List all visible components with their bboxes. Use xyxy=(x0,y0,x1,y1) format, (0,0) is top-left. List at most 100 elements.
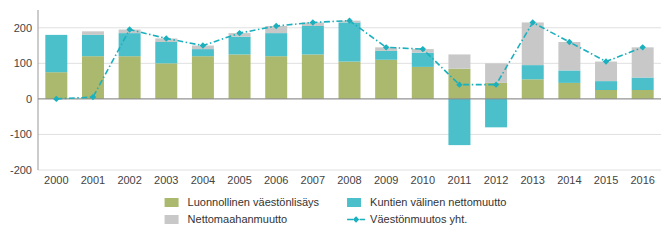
grid-line xyxy=(38,170,661,171)
y-tick-label: 200 xyxy=(14,22,32,34)
bar xyxy=(45,35,67,72)
line-series xyxy=(53,17,646,102)
bar xyxy=(302,54,324,98)
line-marker xyxy=(163,35,169,41)
x-tick-label: 2004 xyxy=(191,174,215,186)
bar xyxy=(229,37,251,55)
bar xyxy=(632,90,654,99)
x-tick-label: 2007 xyxy=(301,174,325,186)
x-tick-label: 2001 xyxy=(81,174,105,186)
legend-label: Väestönmuutos yht. xyxy=(370,213,467,225)
x-tick-label: 2002 xyxy=(117,174,141,186)
legend-marker xyxy=(353,216,359,222)
bar xyxy=(522,65,544,79)
bar xyxy=(45,34,67,35)
bar xyxy=(522,22,544,65)
x-tick-label: 2015 xyxy=(594,174,618,186)
bar xyxy=(595,81,617,90)
legend-label: Kuntien välinen nettomuutto xyxy=(370,196,506,208)
chart-container: -200-10001002002000200120022003200420052… xyxy=(0,0,671,243)
x-tick-label: 2010 xyxy=(411,174,435,186)
line-marker xyxy=(273,23,279,29)
line-marker xyxy=(90,94,96,100)
zero-line xyxy=(38,98,661,99)
x-tick-label: 2016 xyxy=(630,174,654,186)
x-tick-label: 2008 xyxy=(337,174,361,186)
bar xyxy=(82,35,104,56)
line-marker xyxy=(346,17,352,23)
bar xyxy=(119,56,141,99)
line-marker xyxy=(639,44,645,50)
x-tick-label: 2009 xyxy=(374,174,398,186)
legend: Luonnollinen väestönlisäys Kuntien väline… xyxy=(165,196,507,225)
grid-line xyxy=(38,134,661,135)
bar xyxy=(302,26,324,54)
bar xyxy=(448,69,470,99)
bar xyxy=(265,56,287,99)
bar xyxy=(155,63,177,99)
line-marker xyxy=(200,42,206,48)
bar xyxy=(82,31,104,35)
bar xyxy=(265,33,287,56)
bar xyxy=(632,47,654,77)
bar xyxy=(155,42,177,63)
y-grid: -200 -100 0 100 200 xyxy=(10,22,661,176)
bar-series xyxy=(82,21,654,83)
line-marker xyxy=(126,26,132,32)
x-tick-label: 2006 xyxy=(264,174,288,186)
legend-item: Luonnollinen väestönlisäys xyxy=(165,196,320,208)
y-tick-label: -100 xyxy=(10,128,32,140)
x-tick-label: 2003 xyxy=(154,174,178,186)
bar xyxy=(412,67,434,99)
x-tick-label: 2012 xyxy=(484,174,508,186)
bar xyxy=(229,54,251,98)
line-marker xyxy=(530,19,536,25)
line-marker xyxy=(236,30,242,36)
bar xyxy=(82,56,104,99)
bar xyxy=(595,90,617,99)
line-marker xyxy=(53,96,59,102)
line-marker xyxy=(493,81,499,87)
line-marker xyxy=(566,39,572,45)
bar xyxy=(558,70,580,82)
bar xyxy=(339,22,361,61)
plot-area xyxy=(38,17,661,145)
y-axis-line xyxy=(38,10,39,170)
legend-label: Luonnollinen väestönlisäys xyxy=(188,196,320,208)
bar xyxy=(448,99,470,145)
legend-item: Kuntien välinen nettomuutto xyxy=(347,196,506,208)
line xyxy=(56,21,642,99)
x-tick-label: 2013 xyxy=(520,174,544,186)
grid-line xyxy=(38,98,661,99)
bar xyxy=(339,62,361,99)
legend-swatch xyxy=(165,198,179,207)
line-marker xyxy=(420,46,426,52)
bar xyxy=(192,56,214,99)
bar xyxy=(485,99,507,127)
bar xyxy=(522,79,544,99)
bar xyxy=(412,53,434,67)
line-marker xyxy=(603,58,609,64)
x-tick-label: 2011 xyxy=(448,174,472,186)
y-tick-label: 100 xyxy=(14,57,32,69)
x-axis: 2000 2001 2002 2003 2004 2005 2006 2007 2008 2009… xyxy=(44,174,655,186)
x-tick-label: 2000 xyxy=(44,174,68,186)
legend-label: Nettomaahanmuutto xyxy=(188,213,288,225)
bar xyxy=(192,49,214,56)
line-marker xyxy=(310,19,316,25)
bar xyxy=(375,51,397,60)
bar xyxy=(558,83,580,99)
line-marker xyxy=(456,81,462,87)
bar xyxy=(632,78,654,90)
bar xyxy=(448,54,470,68)
bar-series xyxy=(45,22,653,145)
y-tick-label: 0 xyxy=(26,93,32,105)
x-tick-label: 2005 xyxy=(227,174,251,186)
legend-item: Nettomaahanmuutto xyxy=(165,213,288,225)
chart: -200-10001002002000200120022003200420052… xyxy=(0,0,671,243)
y-tick-label: -200 xyxy=(10,164,32,176)
legend-item: Väestönmuutos yht. xyxy=(347,213,467,225)
x-tick-label: 2014 xyxy=(557,174,581,186)
bar xyxy=(45,72,67,99)
line-marker xyxy=(383,44,389,50)
